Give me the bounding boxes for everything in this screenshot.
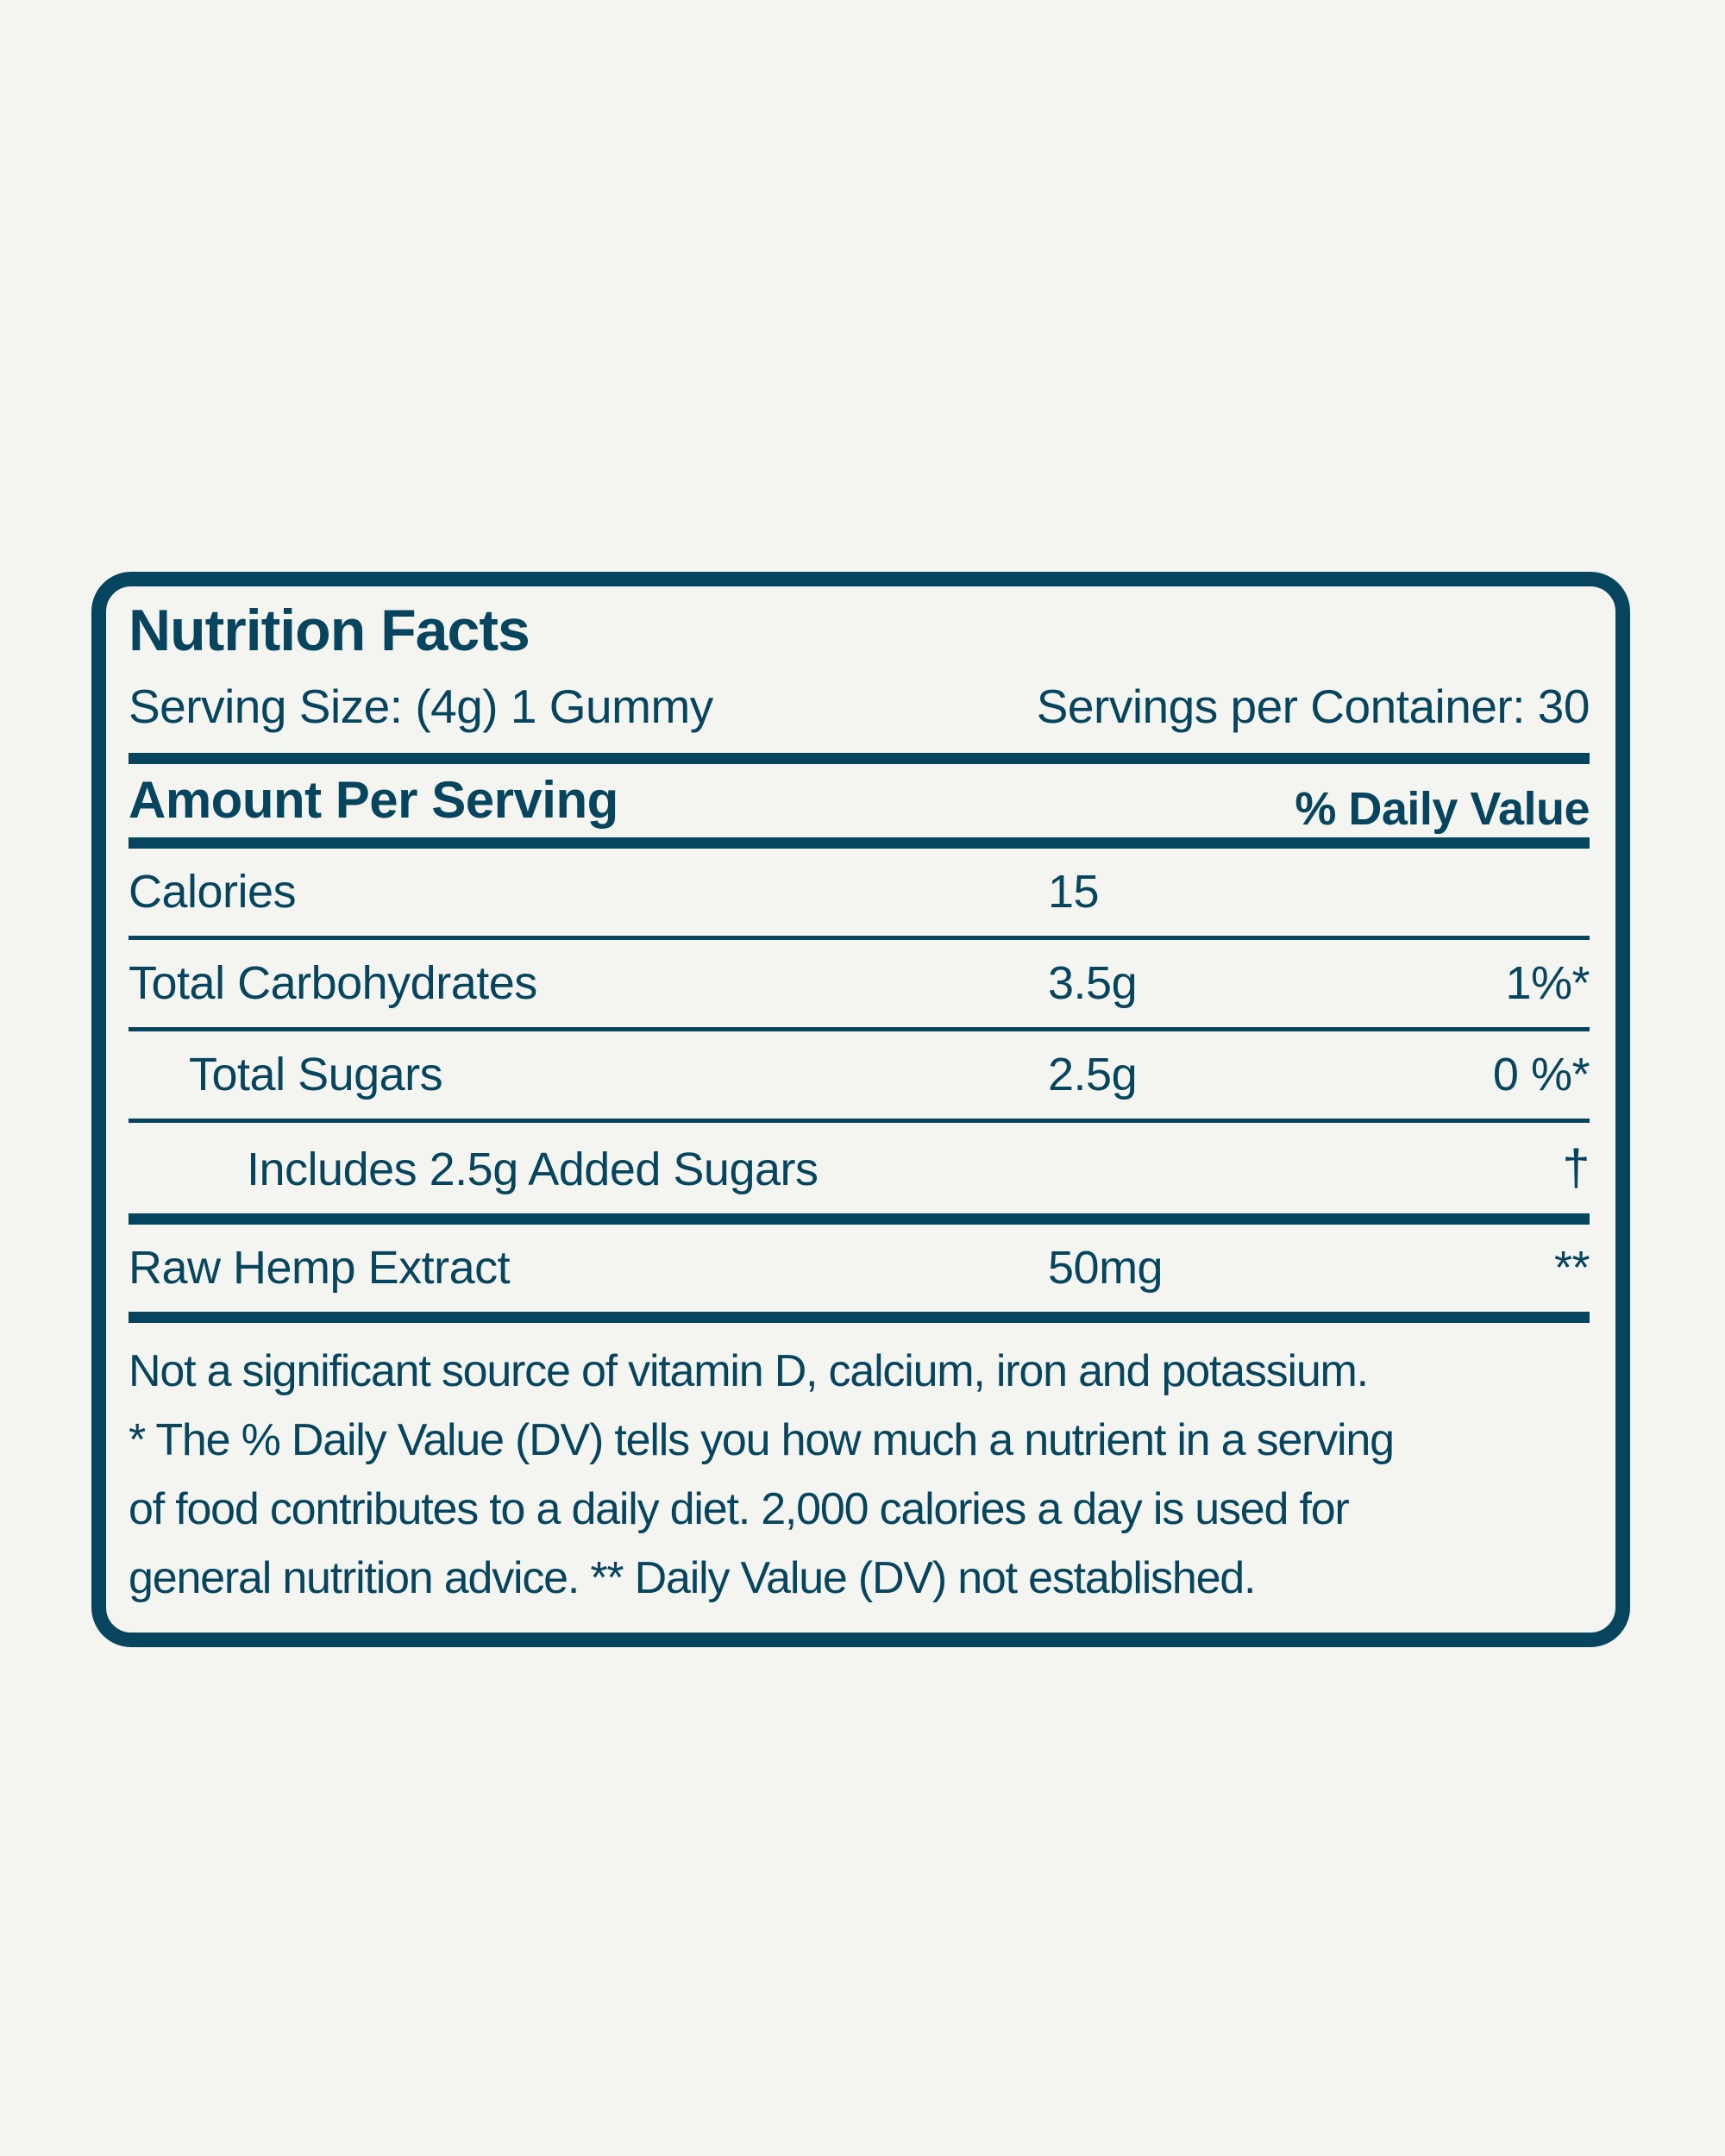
serving-info-row: Serving Size: (4g) 1 Gummy Servings per … [129,680,1590,733]
column-headers-row: Amount Per Serving % Daily Value [129,771,1590,833]
nutrient-name: Total Sugars [189,1048,443,1100]
divider-thick-middle [129,1213,1590,1225]
daily-value-header: % Daily Value [1295,782,1590,835]
nutrient-row-calories: Calories 15 [129,849,1590,936]
nutrient-value: 3.5g [1048,957,1138,1010]
nutrient-name: Includes 2.5g Added Sugars [247,1143,819,1195]
nutrient-row-total-carbohydrates: Total Carbohydrates 3.5g 1%* [129,940,1590,1027]
nutrient-value: 2.5g [1048,1048,1138,1100]
nutrient-row-added-sugars: Includes 2.5g Added Sugars † [129,1123,1590,1214]
nutrient-row-total-sugars: Total Sugars 2.5g 0 %* [129,1031,1590,1119]
serving-size-text: Serving Size: (4g) 1 Gummy [129,679,713,733]
divider-thick-bottom [129,1312,1590,1324]
divider-thin [129,936,1590,941]
nutrition-facts-title: Nutrition Facts [129,598,530,663]
nutrient-name: Raw Hemp Extract [129,1242,511,1294]
nutrient-name: Total Carbohydrates [129,957,537,1010]
divider-thick-top [129,753,1590,765]
nutrient-daily-value: 1%* [1505,957,1590,1010]
divider-thin [129,1118,1590,1123]
amount-per-serving-header: Amount Per Serving [129,771,618,830]
nutrient-row-raw-hemp-extract: Raw Hemp Extract 50mg ** [129,1225,1590,1312]
nutrient-name: Calories [129,866,297,918]
divider-thin [129,1026,1590,1031]
nutrient-value: 50mg [1048,1242,1164,1294]
servings-per-container-text: Servings per Container: 30 [1036,679,1590,733]
footnote-line: of food contributes to a daily diet. 2,0… [129,1484,1350,1535]
footnote-line: general nutrition advice. ** Daily Value… [129,1553,1256,1604]
footnote-line: Not a significant source of vitamin D, c… [129,1346,1369,1397]
nutrient-value: 15 [1048,866,1100,918]
nutrient-daily-value: ** [1553,1242,1590,1294]
nutrition-facts-panel: Nutrition Facts Serving Size: (4g) 1 Gum… [91,572,1630,1647]
nutrient-daily-value: 0 %* [1492,1048,1590,1100]
divider-under-headers [129,837,1590,849]
footnote-paragraph: Not a significant source of vitamin D, c… [129,1323,1590,1613]
footnote-line: * The % Daily Value (DV) tells you how m… [129,1415,1395,1466]
dagger-symbol: † [1562,1139,1590,1196]
